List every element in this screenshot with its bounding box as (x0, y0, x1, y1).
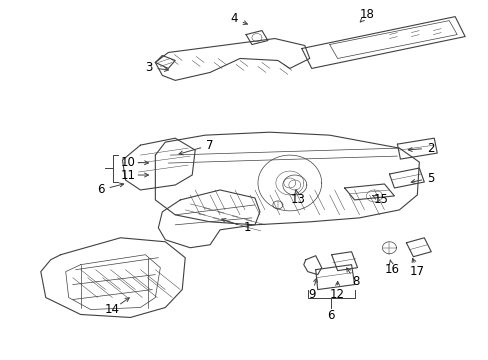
Text: 2: 2 (427, 141, 434, 155)
Text: 11: 11 (121, 168, 136, 181)
Text: 5: 5 (427, 171, 434, 185)
Text: 9: 9 (307, 288, 315, 301)
Text: 6: 6 (326, 309, 334, 322)
Text: 13: 13 (290, 193, 305, 206)
Text: 7: 7 (206, 139, 213, 152)
Text: 16: 16 (384, 263, 399, 276)
Text: 3: 3 (144, 61, 152, 74)
Text: 6: 6 (97, 184, 104, 197)
Text: 14: 14 (105, 303, 120, 316)
Text: 15: 15 (373, 193, 388, 206)
Text: 8: 8 (351, 275, 359, 288)
Text: 12: 12 (329, 288, 345, 301)
Text: 1: 1 (243, 221, 250, 234)
Text: 17: 17 (409, 265, 424, 278)
Text: 4: 4 (230, 12, 237, 25)
Text: 18: 18 (359, 8, 374, 21)
Text: 10: 10 (121, 156, 136, 168)
